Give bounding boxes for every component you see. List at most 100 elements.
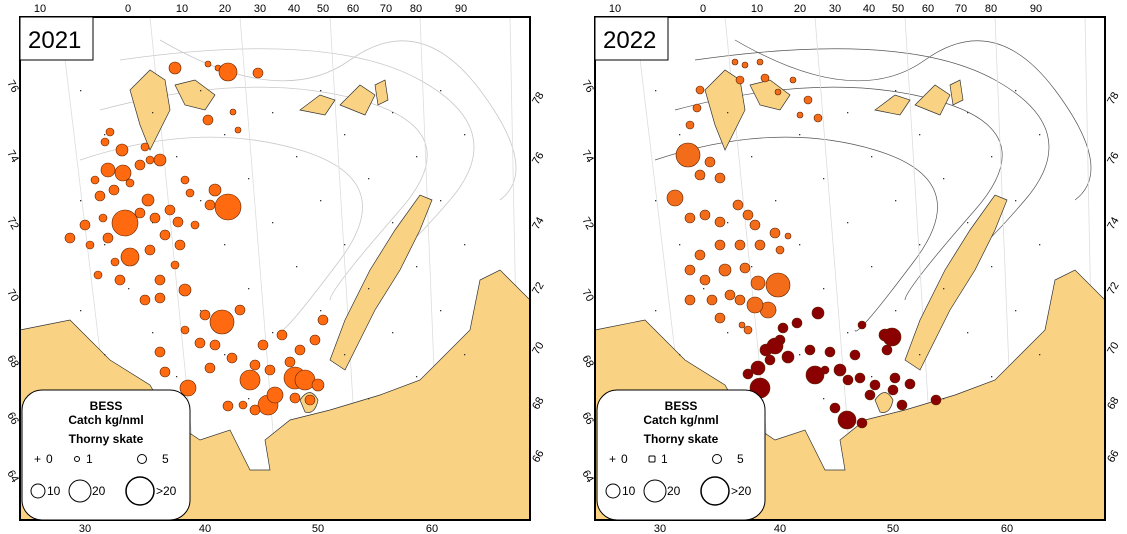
legend-symbol-over-20 <box>700 476 730 506</box>
catch-circle <box>739 262 751 274</box>
svalbard-west <box>129 69 171 151</box>
top-tick-label: 80 <box>985 3 997 15</box>
catch-circle <box>199 309 211 321</box>
catch-circle <box>85 240 95 250</box>
svalbard-west <box>704 69 746 151</box>
left-tick-label: 74 <box>579 148 596 165</box>
catch-circle <box>694 169 706 181</box>
right-tick-label: 78 <box>1105 90 1122 107</box>
catch-circle <box>749 219 761 231</box>
catch-circle <box>309 334 321 346</box>
zero-catch-marker <box>416 376 418 378</box>
year-box <box>19 16 94 61</box>
legend-class-label: >20 <box>731 484 752 498</box>
catch-circle <box>204 199 216 211</box>
catch-circle <box>174 239 186 251</box>
legend-symbol-10 <box>605 483 621 499</box>
zero-catch-marker <box>895 90 897 92</box>
catch-circle <box>214 193 242 221</box>
catch-circle <box>695 85 705 95</box>
zero-catch-marker <box>727 112 729 114</box>
catch-circle <box>294 344 306 356</box>
catch-circle <box>276 329 288 341</box>
zero-catch-marker <box>655 310 657 312</box>
zero-catch-marker <box>823 398 825 400</box>
legend-class-label: 5 <box>162 452 169 466</box>
zero-catch-marker <box>416 266 418 268</box>
catch-circle <box>178 283 192 297</box>
catch-circle <box>93 270 103 280</box>
catch-circle <box>775 245 785 255</box>
catch-circle <box>714 216 726 228</box>
catch-circle <box>930 394 942 406</box>
top-tick-label: 70 <box>380 3 392 15</box>
franz-josef-land <box>874 79 964 116</box>
zero-catch-marker <box>104 134 106 136</box>
catch-circle <box>100 137 110 147</box>
zero-catch-marker <box>152 112 154 114</box>
legend-symbol-10 <box>30 483 46 499</box>
right-tick-label: 68 <box>1105 395 1122 412</box>
right-tick-label: 76 <box>530 150 547 167</box>
catch-circle <box>294 369 316 391</box>
catch-circle <box>732 199 744 211</box>
catch-circle <box>904 378 916 390</box>
catch-circle <box>190 220 200 230</box>
depth-contour <box>654 136 938 332</box>
catch-circle <box>180 175 190 185</box>
zero-catch-marker <box>943 288 945 290</box>
depth-contour <box>159 39 517 201</box>
zero-catch-marker <box>775 200 777 202</box>
zero-catch-marker <box>919 244 921 246</box>
top-tick-label: 60 <box>347 3 359 15</box>
zero-catch-marker <box>655 90 657 92</box>
zero-catch-marker <box>871 376 873 378</box>
catch-circle <box>769 227 781 239</box>
zero-catch-marker <box>392 112 394 114</box>
catch-circle <box>264 364 276 376</box>
zero-catch-marker <box>847 222 849 224</box>
catch-circle <box>765 272 791 298</box>
top-tick-label: 0 <box>700 3 706 15</box>
catch-circle <box>179 379 197 397</box>
catch-circle <box>820 365 830 375</box>
catch-circle <box>699 274 711 286</box>
catch-circle <box>209 339 221 351</box>
legend-symbol-1 <box>74 456 80 462</box>
depth-contour <box>674 86 1003 301</box>
catch-circle <box>204 362 216 374</box>
top-tick-label: 10 <box>751 3 763 15</box>
catch-circle <box>284 356 296 368</box>
catch-circle <box>194 337 206 349</box>
catch-circle <box>734 239 746 251</box>
top-tick-label: 10 <box>34 3 46 15</box>
catch-circle <box>714 239 726 251</box>
catch-circle <box>234 304 246 316</box>
zero-catch-marker <box>967 222 969 224</box>
catch-circle <box>105 127 115 137</box>
legend-species: Thorny skate <box>69 432 144 446</box>
catch-circle <box>824 346 836 358</box>
right-tick-label: 70 <box>530 340 547 357</box>
catch-circle <box>741 61 749 69</box>
catch-circle <box>742 368 754 380</box>
novaya-zemlya <box>904 194 1008 371</box>
catch-circle <box>869 379 881 391</box>
legend-title: BESS <box>665 399 698 413</box>
zero-catch-marker <box>799 244 801 246</box>
catch-circle <box>864 389 876 401</box>
legend-class-label: >20 <box>156 484 177 498</box>
zero-catch-marker <box>296 156 298 158</box>
legend-class-label: 1 <box>86 452 93 466</box>
catch-circle <box>684 212 696 224</box>
bottom-tick-label: 60 <box>426 523 438 534</box>
catch-circle <box>140 142 150 152</box>
catch-circle <box>805 365 825 385</box>
catch-circle <box>209 309 235 335</box>
zero-catch-marker <box>344 134 346 136</box>
catch-circle <box>139 294 151 306</box>
zero-catch-marker <box>368 288 370 290</box>
legend-class-label: 20 <box>667 484 681 498</box>
catch-circle <box>760 73 770 83</box>
